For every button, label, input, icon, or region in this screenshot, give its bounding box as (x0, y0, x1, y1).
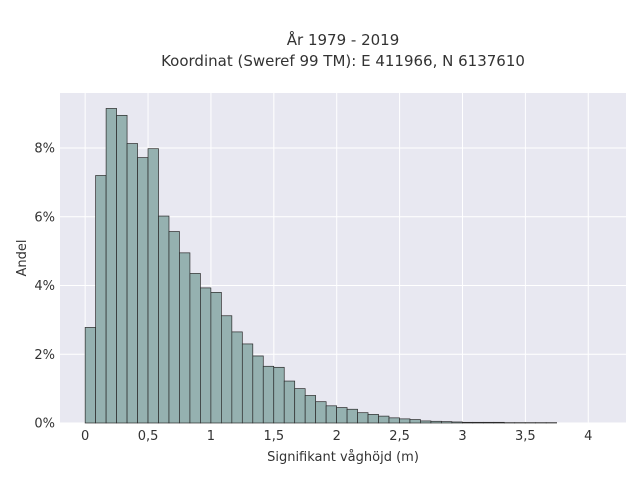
histogram-bar (357, 412, 369, 424)
histogram-bar (95, 175, 107, 424)
histogram-bar (231, 331, 243, 424)
histogram-bar (441, 421, 453, 424)
histogram-bar (147, 148, 159, 424)
histogram-bar (221, 315, 233, 424)
histogram-bar (262, 365, 275, 424)
y-tick-label: 4% (34, 279, 55, 294)
x-tick-label: 2 (333, 429, 341, 444)
x-tick-label: 3 (458, 429, 466, 444)
histogram-bar (210, 292, 222, 424)
histogram-bar (126, 143, 138, 424)
x-tick-labels: 0 0,5 1 1,5 2 2,5 3 3,5 4 (81, 429, 592, 444)
x-axis-label: Signifikant våghöjd (m) (267, 450, 419, 465)
x-tick-label: 4 (584, 429, 592, 444)
histogram-bar (430, 420, 442, 424)
histogram-bar (179, 252, 191, 424)
histogram-bar (420, 420, 432, 424)
histogram-bar (388, 417, 400, 424)
y-tick-label: 6% (34, 210, 55, 225)
histogram-bar (84, 327, 96, 424)
chart-subtitle: Koordinat (Sweref 99 TM): E 411966, N 61… (161, 52, 525, 70)
y-tick-label: 2% (34, 348, 55, 363)
histogram-bar (378, 415, 390, 424)
y-axis-label: Andel (15, 240, 30, 277)
histogram-bar (367, 414, 379, 424)
histogram-bar (252, 355, 264, 424)
y-tick-labels: 0% 2% 4% 6% 8% (34, 142, 55, 432)
histogram-bar (336, 407, 348, 424)
histogram-bar (158, 215, 170, 424)
histogram-bar (200, 287, 212, 424)
histogram-bar (168, 231, 180, 424)
histogram-bar (482, 421, 495, 424)
histogram-bar (399, 418, 411, 424)
histogram-bar (116, 114, 128, 424)
x-tick-label: 1 (207, 429, 215, 444)
histogram-bar (409, 419, 421, 424)
x-tick-label: 1,5 (263, 429, 284, 444)
histogram-bar (472, 421, 484, 424)
histogram-bar (137, 157, 149, 424)
histogram-bar (304, 395, 317, 424)
x-tick-label: 0 (81, 429, 89, 444)
histogram-bars (84, 108, 557, 424)
histogram-bar (283, 380, 296, 424)
y-tick-label: 0% (34, 417, 55, 432)
histogram-bar (189, 273, 201, 424)
histogram-bar (105, 108, 117, 424)
x-tick-label: 3,5 (515, 429, 536, 444)
chart-title: År 1979 - 2019 (287, 30, 400, 49)
histogram-bar (451, 421, 463, 424)
histogram-bar (461, 421, 474, 424)
histogram-bar (294, 388, 306, 424)
histogram-bar (241, 343, 254, 424)
histogram-bar (315, 401, 327, 424)
y-tick-label: 8% (34, 142, 55, 157)
histogram-bar (493, 421, 505, 424)
x-tick-label: 0,5 (138, 429, 159, 444)
x-tick-label: 2,5 (389, 429, 410, 444)
histogram-bar (325, 405, 337, 424)
histogram-bar (273, 366, 285, 424)
histogram-bar (346, 408, 358, 424)
